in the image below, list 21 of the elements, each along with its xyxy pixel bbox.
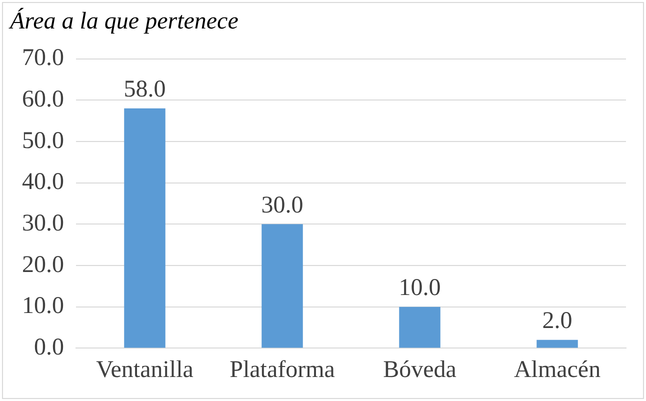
y-tick-label: 10.0	[22, 293, 64, 320]
y-tick-label: 70.0	[22, 45, 64, 72]
bar	[262, 224, 303, 348]
x-tick-label: Bóveda	[383, 356, 457, 383]
data-label: 10.0	[398, 275, 441, 302]
y-tick-label: 20.0	[22, 252, 64, 278]
data-label: 58.0	[124, 76, 166, 103]
x-tick-label: Almacén	[514, 356, 601, 383]
y-tick-label: 50.0	[22, 128, 64, 154]
x-tick-label: Plataforma	[230, 356, 336, 383]
data-label: 30.0	[261, 192, 304, 218]
bar	[536, 340, 578, 348]
bar	[399, 306, 440, 348]
y-tick-label: 60.0	[22, 86, 64, 112]
y-tick-label: 30.0	[22, 210, 64, 236]
chart-title: Área a la que pertenece	[8, 8, 239, 35]
x-tick-label: Ventanilla	[96, 356, 194, 383]
bar	[124, 108, 166, 348]
data-label: 2.0	[542, 308, 572, 334]
y-tick-label: 0.0	[34, 334, 64, 360]
y-tick-label: 40.0	[22, 169, 64, 196]
